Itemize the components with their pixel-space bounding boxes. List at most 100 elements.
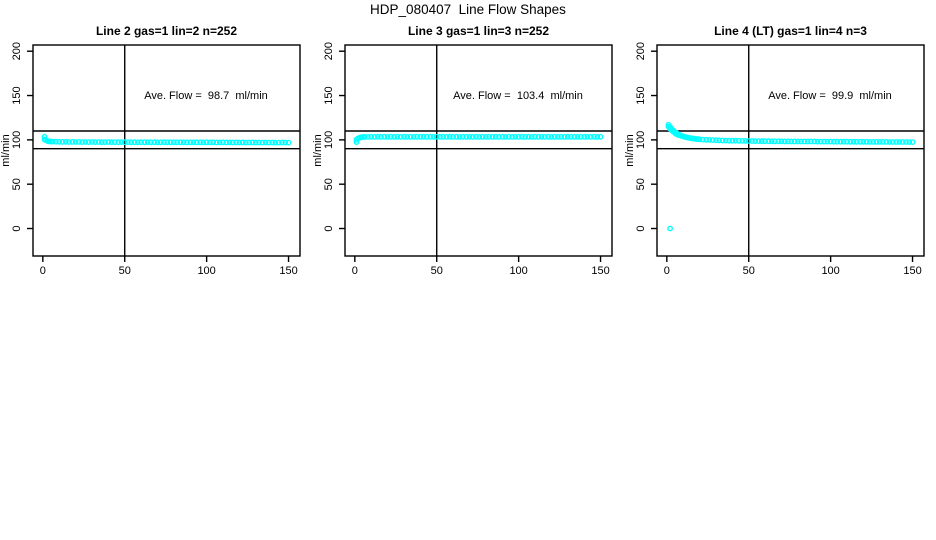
data-point — [265, 139, 272, 146]
data-point — [551, 133, 558, 140]
data-point — [233, 139, 240, 146]
ave-flow-annotation-line-2: Ave. Flow = 98.7 ml/min — [144, 90, 268, 102]
data-point — [174, 139, 181, 146]
data-point — [771, 138, 778, 145]
panel-title-line-3: Line 3 gas=1 lin=3 n=252 — [407, 24, 550, 38]
x-tick-label: 100 — [509, 265, 527, 277]
data-point — [401, 133, 407, 140]
data-point — [384, 133, 391, 140]
data-point — [161, 139, 167, 146]
data-point — [801, 138, 808, 145]
data-point — [706, 136, 713, 143]
data-point — [597, 133, 604, 140]
data-point — [154, 139, 161, 146]
panel-line-2: 0 50 100 150 200 0 50 100 150 ml/min Line 2 gas=1… — [0, 0, 312, 300]
data-point — [433, 133, 440, 140]
data-point — [53, 138, 59, 145]
x-tick-label: 100 — [821, 265, 839, 277]
data-point — [486, 133, 493, 140]
data-point — [469, 133, 476, 140]
data-point — [210, 139, 217, 146]
data-point — [430, 133, 437, 140]
data-point — [440, 133, 447, 140]
y-tick-label: 150 — [11, 86, 23, 104]
y-tick-label: 0 — [11, 225, 23, 231]
data-point — [262, 139, 269, 146]
data-point — [808, 138, 814, 145]
data-point — [568, 133, 574, 140]
data-point — [391, 133, 398, 140]
data-point — [798, 138, 805, 145]
data-point — [82, 139, 89, 145]
data-point — [863, 138, 870, 145]
data-point — [732, 137, 739, 144]
data-point — [857, 138, 864, 145]
data-point — [541, 133, 548, 140]
data-point — [371, 133, 378, 140]
panel-title-line-4-lt: Line 4 (LT) gas=1 lin=4 n=3 — [714, 24, 867, 38]
plot-line-3: 0 50 100 150 200 0 50 100 150 ml/min — [312, 42, 613, 277]
data-point — [893, 139, 900, 145]
data-point — [404, 133, 411, 140]
data-point — [847, 138, 854, 145]
data-point — [775, 138, 782, 145]
data-point — [584, 133, 591, 140]
data-point — [190, 139, 197, 146]
data-point — [259, 139, 266, 146]
data-point — [804, 138, 811, 145]
data-point — [427, 133, 434, 140]
data-point — [522, 133, 529, 140]
data-point — [108, 139, 115, 146]
data-point — [742, 137, 749, 144]
data-point — [853, 138, 860, 145]
data-point — [473, 133, 479, 140]
data-point — [95, 139, 102, 145]
data-point — [92, 139, 99, 146]
data-point — [794, 138, 801, 145]
data-point — [420, 133, 427, 140]
data-point — [880, 138, 886, 145]
data-point — [388, 133, 394, 140]
data-point — [713, 137, 719, 144]
data-point — [515, 133, 522, 140]
data-point — [98, 139, 105, 146]
data-point — [229, 139, 236, 146]
data-point — [138, 139, 145, 146]
data-point — [206, 139, 213, 146]
data-point — [791, 138, 798, 145]
data-point — [840, 138, 847, 145]
y-tick-label: 0 — [635, 225, 647, 231]
y-tick-label: 0 — [323, 225, 335, 231]
data-point — [285, 139, 292, 146]
data-point — [424, 133, 430, 140]
data-point — [719, 137, 726, 144]
data-point — [866, 138, 873, 145]
data-point — [463, 133, 470, 140]
data-point — [381, 133, 388, 140]
data-point — [700, 136, 706, 143]
data-point — [437, 133, 443, 140]
data-point — [279, 139, 285, 146]
data-point — [151, 139, 158, 146]
data-point — [758, 138, 765, 145]
ave-flow-annotation-line-3: Ave. Flow = 103.4 ml/min — [453, 90, 583, 102]
y-tick-label: 200 — [11, 42, 23, 60]
data-point — [903, 139, 909, 145]
data-point — [105, 139, 112, 145]
data-point — [755, 138, 762, 145]
data-point — [378, 133, 384, 140]
panel-title-line-2: Line 2 gas=1 lin=2 n=252 — [95, 24, 238, 38]
data-point — [62, 138, 69, 145]
data-point — [909, 139, 916, 146]
y-tick-label: 50 — [635, 178, 647, 190]
x-tick-label: 50 — [431, 265, 443, 277]
data-point — [899, 139, 906, 145]
panel-line-4-lt: 0 50 100 150 200 0 50 100 150 ml/min Line 4 (LT) … — [624, 0, 936, 300]
data-point — [821, 138, 828, 145]
data-point — [581, 133, 588, 140]
data-point — [876, 138, 883, 145]
data-point — [817, 138, 824, 145]
data-point — [443, 133, 450, 140]
y-tick-label: 100 — [323, 131, 335, 149]
y-tick-label: 200 — [635, 42, 647, 60]
